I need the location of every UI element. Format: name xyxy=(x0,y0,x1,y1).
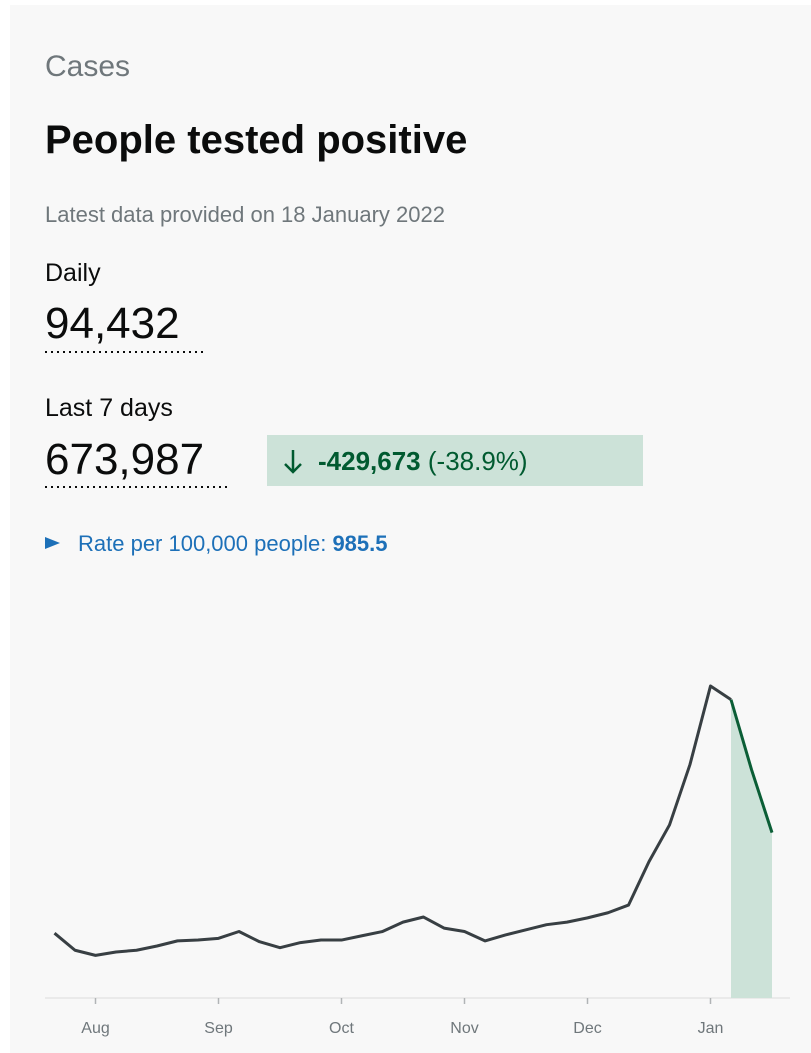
last-7-days-area xyxy=(731,699,772,998)
card-background xyxy=(10,5,811,1053)
daily-label: Daily xyxy=(45,259,101,287)
cases-line-recent xyxy=(729,699,774,834)
x-tick-label: Oct xyxy=(329,1020,354,1037)
x-tick-label: Sep xyxy=(204,1020,233,1037)
expand-triangle[interactable] xyxy=(45,537,60,549)
x-tick-label: Dec xyxy=(573,1020,601,1037)
x-tick-label: Nov xyxy=(450,1020,478,1037)
cases-line xyxy=(53,684,732,957)
weekly-value: 673,987 xyxy=(45,435,204,484)
change-value: -429,673 xyxy=(318,446,421,476)
rate-label[interactable]: Rate per 100,000 people: xyxy=(78,531,326,556)
section-label: Cases xyxy=(45,50,130,83)
weekly-label: Last 7 days xyxy=(45,394,173,422)
card-title: People tested positive xyxy=(45,118,467,162)
change-text: -429,673 (-38.9%) xyxy=(318,446,528,476)
x-tick-label: Aug xyxy=(81,1020,109,1037)
daily-value: 94,432 xyxy=(45,299,180,348)
change-badge xyxy=(267,435,643,486)
rate-link[interactable]: Rate per 100,000 people: 985.5 xyxy=(78,531,388,556)
updated-note: Latest data provided on 18 January 2022 xyxy=(45,202,445,227)
down-arrow-icon xyxy=(284,450,302,474)
change-percent: (-38.9%) xyxy=(428,446,528,476)
rate-value[interactable]: 985.5 xyxy=(332,531,387,556)
x-tick-label: Jan xyxy=(698,1020,724,1037)
